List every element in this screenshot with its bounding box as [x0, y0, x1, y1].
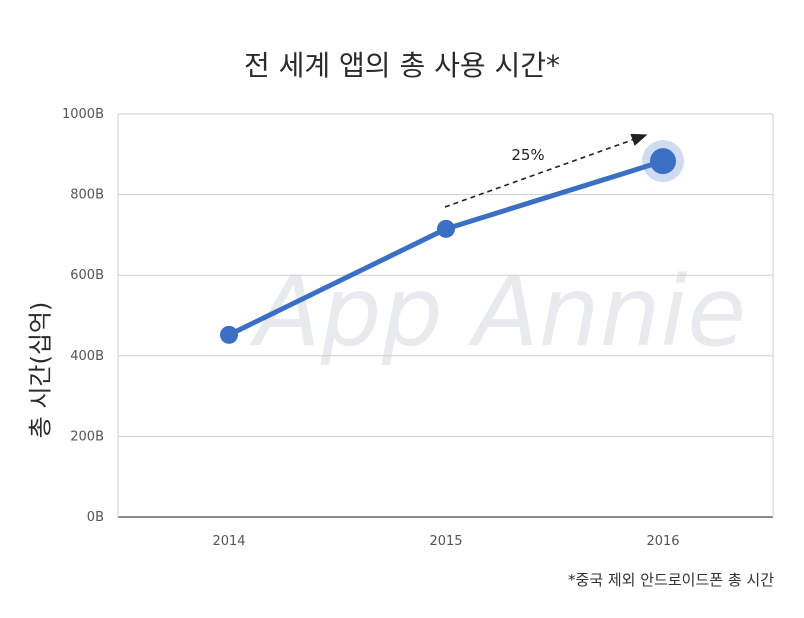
data-point [437, 219, 455, 238]
y-tick-label: 200B [70, 429, 104, 444]
data-point [650, 148, 676, 175]
series-line-group [220, 140, 684, 344]
x-tick-label: 2015 [429, 534, 462, 549]
y-tick-label: 600B [70, 268, 104, 283]
x-tick-label: 2016 [646, 534, 679, 549]
growth-annotation: 25% [444, 133, 648, 208]
x-axis-ticks: 2014 2015 2016 [212, 534, 679, 549]
chart-title: 전 세계 앱의 총 사용 시간* [243, 49, 561, 82]
x-tick-label: 2014 [212, 534, 245, 549]
growth-label: 25% [511, 146, 544, 164]
y-tick-label: 1000B [62, 107, 104, 122]
grid-lines [117, 113, 774, 518]
footnote: *중국 제외 안드로이드폰 총 시간 [568, 571, 774, 589]
y-tick-label: 800B [70, 188, 104, 203]
y-tick-label: 0B [87, 510, 104, 525]
y-tick-label: 400B [70, 349, 104, 364]
watermark-text: App Annie [249, 256, 746, 368]
data-point [220, 325, 238, 344]
y-axis-ticks: 0B 200B 400B 600B 800B 1000B [62, 107, 104, 525]
